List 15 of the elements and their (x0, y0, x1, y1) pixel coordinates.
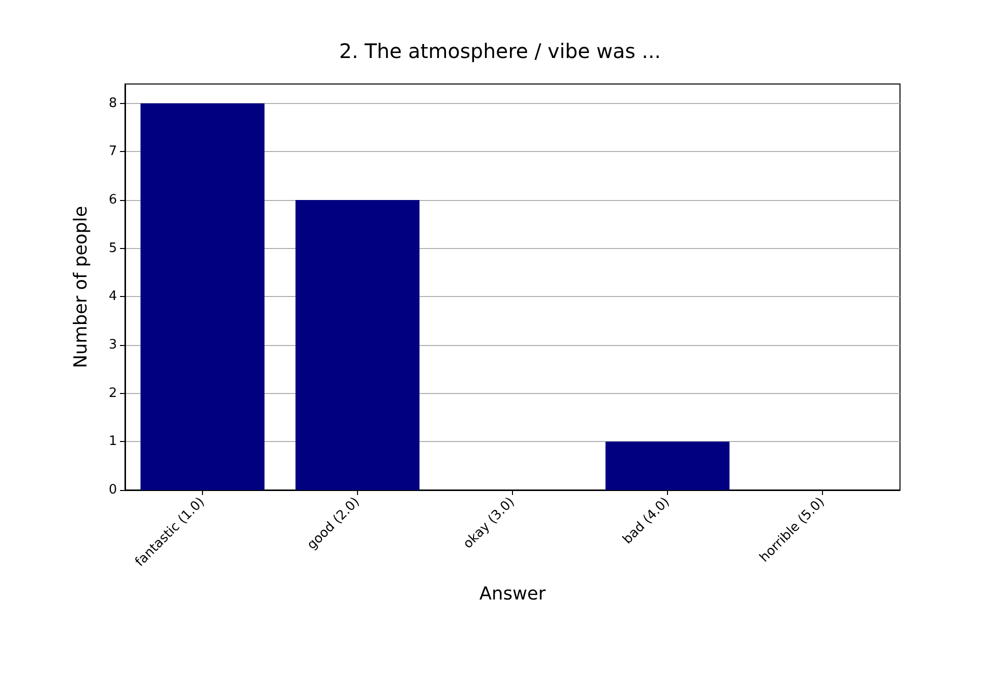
y-tick-label: 0 (108, 482, 117, 498)
x-axis-title: Answer (479, 584, 546, 604)
bar (296, 200, 420, 490)
y-axis-title: Number of people (70, 206, 92, 368)
y-tick-label: 5 (108, 240, 117, 256)
y-tick-label: 3 (108, 338, 117, 352)
chart-title: 2. The atmosphere / vibe was ... (339, 39, 661, 63)
y-tick-label: 7 (108, 144, 117, 160)
y-tick-label: 1 (108, 434, 117, 450)
y-tick-label: 4 (108, 289, 117, 304)
bar (140, 103, 264, 490)
y-tick-label: 8 (108, 96, 117, 111)
bar (606, 442, 730, 490)
y-tick-label: 2 (108, 386, 117, 401)
y-tick-label: 6 (108, 192, 117, 208)
